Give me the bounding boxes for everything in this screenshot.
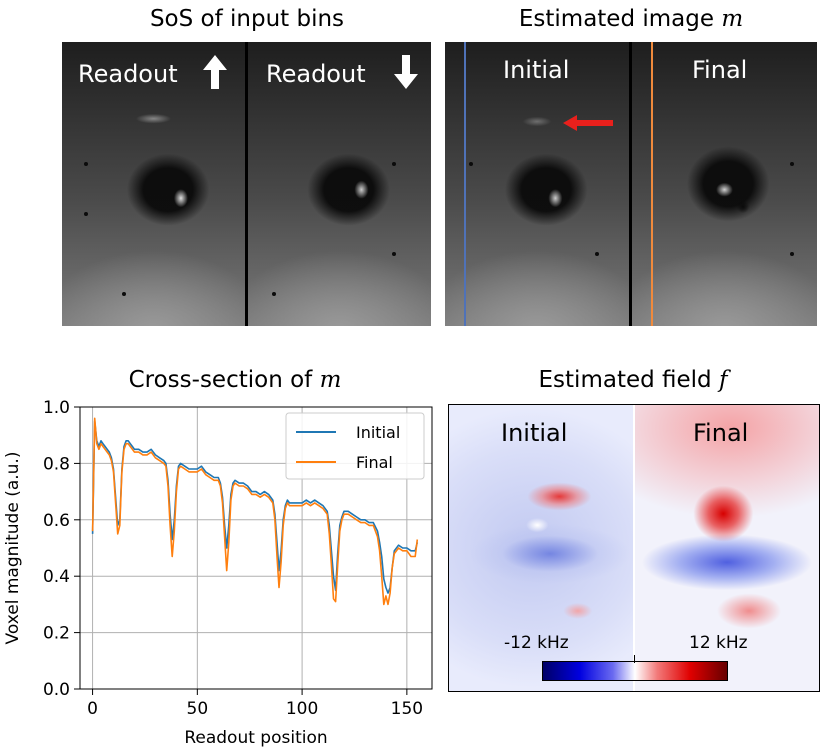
grid-dot <box>790 252 794 256</box>
x-tick-label: 100 <box>286 699 318 719</box>
sos-panel-title: SoS of input bins <box>149 6 345 32</box>
y-tick-label: 1.0 <box>43 398 70 418</box>
y-tick-label: 0.4 <box>43 567 70 587</box>
grid-dot <box>84 212 88 216</box>
grid-dot <box>392 162 396 166</box>
field-map-initial: Initial <box>449 405 633 691</box>
grid-dot <box>595 252 599 256</box>
initial-image-label: Initial <box>503 56 570 84</box>
field-initial-label: Initial <box>501 419 568 447</box>
y-tick-label: 0.6 <box>43 511 70 531</box>
colorbar <box>542 661 728 681</box>
estimated-image-panel: Initial Final <box>445 42 817 326</box>
estimated-image-title: Estimated image m <box>518 6 744 32</box>
legend-label-final: Final <box>356 453 393 472</box>
colorbar-center-tick <box>634 655 635 663</box>
y-tick-label: 0.0 <box>43 680 70 700</box>
mri-image-final: Final <box>632 42 817 326</box>
field-map-panel: Initial Final -12 kHz 12 kHz <box>448 404 820 692</box>
final-image-label: Final <box>692 56 748 84</box>
estimated-field-title: Estimated field f <box>538 367 728 393</box>
sos-divider <box>245 42 248 326</box>
cross-section-chart: 0 50 100 150 0.0 0.2 0.4 0.6 0.8 1.0 Voxel magnit… <box>3 398 433 748</box>
x-tick-label: 150 <box>391 699 423 719</box>
y-axis-label: Voxel magnitude (a.u.) <box>3 452 23 645</box>
grid-dot <box>790 162 794 166</box>
x-tick-label: 0 <box>87 699 98 719</box>
mri-image-readout-down: Readout <box>248 42 431 326</box>
legend-label-initial: Initial <box>356 423 400 442</box>
initial-cross-section-line <box>464 42 466 326</box>
legend: Initial Final <box>285 412 425 480</box>
readout-label-down: Readout <box>266 60 366 88</box>
x-tick-label: 50 <box>187 699 209 719</box>
field-final-label: Final <box>693 419 749 447</box>
series-line-final <box>91 417 419 606</box>
mri-image-readout-up: Readout <box>62 42 245 326</box>
field-map-divider <box>633 405 635 691</box>
readout-label-up: Readout <box>78 60 178 88</box>
arrow-up-icon <box>203 55 227 89</box>
grid-dot <box>392 252 396 256</box>
grid-dot <box>84 162 88 166</box>
arrow-down-icon <box>394 55 418 89</box>
cross-section-title: Cross-section of m <box>128 367 342 393</box>
field-map-final: Final <box>635 405 819 691</box>
series-line-initial <box>91 420 419 594</box>
y-tick-label: 0.2 <box>43 624 70 644</box>
estimated-image-divider <box>629 42 632 326</box>
sos-image-panel: Readout Readout <box>62 42 431 326</box>
y-tick-label: 0.8 <box>43 454 70 474</box>
pointer-arrow-icon <box>563 115 613 131</box>
mri-image-initial: Initial <box>445 42 629 326</box>
grid-dot <box>122 292 126 296</box>
legend-box <box>285 412 425 480</box>
grid-dot <box>272 292 276 296</box>
final-cross-section-line <box>651 42 653 326</box>
colorbar-max-label: 12 kHz <box>689 633 748 653</box>
plot-frame <box>79 406 433 690</box>
x-axis-label: Readout position <box>184 728 327 748</box>
colorbar-min-label: -12 kHz <box>504 633 569 653</box>
grid-dot <box>469 162 473 166</box>
